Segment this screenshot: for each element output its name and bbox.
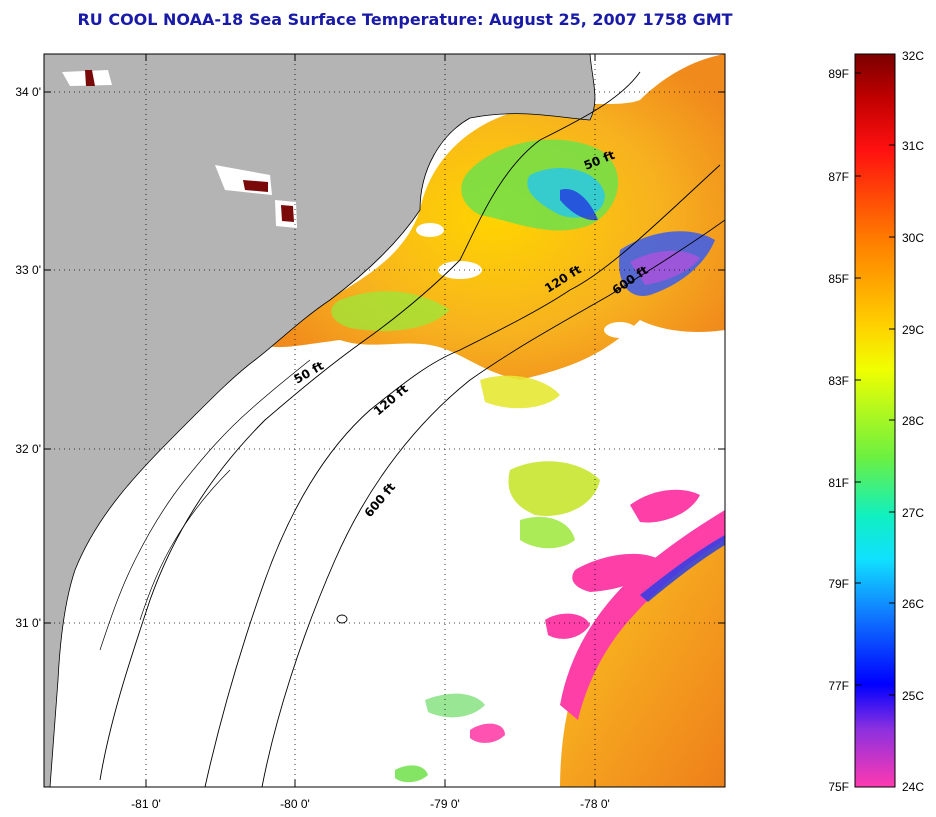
y-tick-label: 32 0' <box>15 442 41 456</box>
cloud-hole <box>416 223 444 237</box>
sst-mid-patch <box>480 375 560 409</box>
coastal-marsh-outline <box>99 359 311 651</box>
contour-600ft <box>261 219 725 787</box>
lake-warm <box>281 205 294 222</box>
graticule <box>44 54 725 787</box>
y-tick-label: 33 0' <box>15 263 41 277</box>
sst-mid-patch <box>508 461 600 516</box>
x-tick-label: -81 0' <box>131 797 161 811</box>
y-tick-label: 34 0' <box>15 85 41 99</box>
sst-mid-patch <box>395 765 428 783</box>
x-tick-label: -79 0' <box>430 797 460 811</box>
sst-green-band <box>331 291 450 331</box>
sst-blue-streak <box>560 189 598 221</box>
axis-ticks <box>44 54 725 787</box>
x-tick-label: -80 0' <box>280 797 310 811</box>
land-mass <box>44 54 596 787</box>
lake-warm <box>243 180 268 192</box>
sst-blue-edge <box>640 535 725 602</box>
sst-cold-patch <box>630 489 700 523</box>
lake-warm <box>85 70 95 86</box>
y-tick-label: 31 0' <box>15 616 41 630</box>
sst-cold-patch <box>545 613 590 639</box>
sst-magenta-filament <box>630 250 700 285</box>
sst-cold-patch <box>572 553 660 592</box>
x-tick-label: -78 0' <box>580 797 610 811</box>
coastal-marsh-outline <box>139 469 231 621</box>
sst-mid-patch <box>425 693 485 718</box>
sst-cold-patch <box>470 723 505 743</box>
contour-50ft <box>99 71 641 781</box>
sst-patch-south <box>560 530 725 787</box>
cloud-hole <box>604 322 636 338</box>
sst-mid-patch <box>520 516 575 549</box>
map-title: RU COOL NOAA-18 Sea Surface Temperature:… <box>77 10 733 29</box>
seamount-contour <box>336 614 348 624</box>
map-frame <box>43 53 726 788</box>
